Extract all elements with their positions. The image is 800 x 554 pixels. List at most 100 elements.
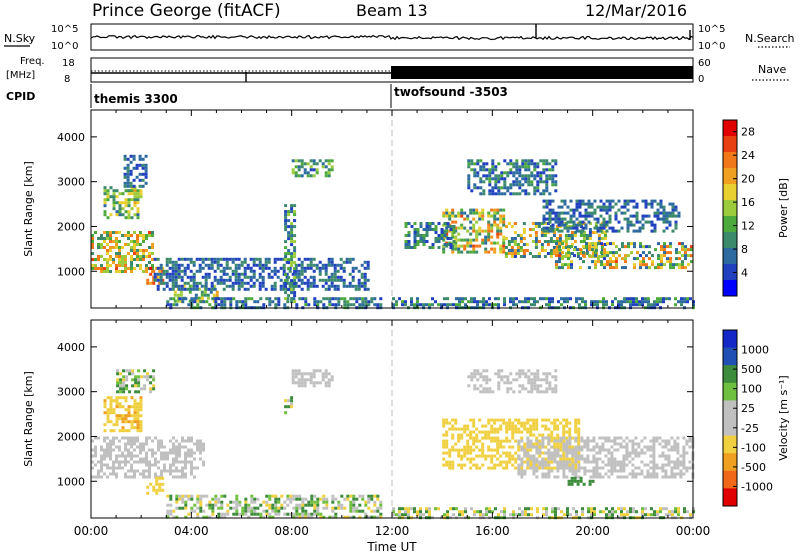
- heatmap-cell: [509, 186, 513, 190]
- heatmap-cell: [361, 497, 365, 501]
- heatmap-cell: [558, 240, 562, 243]
- heatmap-cell: [541, 424, 545, 428]
- heatmap-cell: [556, 451, 560, 455]
- heatmap-cell: [313, 503, 317, 507]
- heatmap-cell: [601, 460, 605, 464]
- heatmap-cell: [190, 297, 194, 301]
- heatmap-cell: [184, 500, 188, 504]
- heatmap-cell: [484, 235, 488, 239]
- heatmap-cell: [505, 451, 509, 455]
- heatmap-cell: [660, 254, 663, 258]
- heatmap-cell: [571, 466, 575, 470]
- heatmap-cell: [628, 454, 632, 458]
- heatmap-cell: [288, 266, 292, 270]
- heatmap-cell: [482, 162, 486, 166]
- heatmap-cell: [600, 263, 603, 267]
- heatmap-cell: [587, 205, 591, 209]
- heatmap-cell: [577, 448, 581, 452]
- heatmap-cell: [666, 245, 669, 249]
- heatmap-cell: [479, 384, 483, 388]
- heatmap-cell: [536, 387, 540, 391]
- heatmap-cell: [169, 494, 173, 498]
- heatmap-cell: [407, 243, 411, 246]
- heatmap-cell: [584, 211, 588, 215]
- heatmap-cell: [192, 284, 196, 288]
- heatmap-cell: [609, 242, 612, 246]
- heatmap-cell: [136, 213, 140, 217]
- heatmap-cell: [625, 445, 629, 449]
- heatmap-cell: [124, 436, 127, 440]
- heatmap-cell: [472, 208, 476, 212]
- heatmap-cell: [298, 297, 302, 301]
- heatmap-cell: [637, 472, 641, 476]
- heatmap-cell: [442, 418, 446, 422]
- heatmap-cell: [599, 223, 603, 227]
- heatmap-cell: [552, 246, 556, 249]
- heatmap-cell: [549, 237, 553, 240]
- heatmap-cell: [448, 454, 452, 458]
- heatmap-cell: [505, 430, 509, 434]
- heatmap-cell: [682, 451, 686, 455]
- heatmap-cell: [514, 418, 518, 422]
- heatmap-cell: [304, 515, 308, 519]
- heatmap-cell: [499, 463, 503, 467]
- heatmap-cell: [522, 243, 526, 246]
- colorbar-segment: [723, 152, 737, 169]
- heatmap-cell: [290, 402, 294, 406]
- heatmap-cell: [133, 402, 137, 406]
- heatmap-cell: [373, 515, 377, 519]
- heatmap-cell: [536, 369, 540, 373]
- heatmap-cell: [132, 178, 136, 182]
- heatmap-cell: [267, 272, 271, 276]
- heatmap-cell: [592, 475, 596, 479]
- heatmap-cell: [157, 466, 160, 470]
- heatmap-cell: [553, 439, 557, 443]
- heatmap-cell: [169, 497, 173, 501]
- heatmap-cell: [175, 448, 178, 452]
- heatmap-cell: [520, 475, 524, 479]
- heatmap-cell: [519, 237, 523, 240]
- heatmap-cell: [466, 427, 470, 431]
- heatmap-cell: [294, 275, 298, 279]
- heatmap-cell: [210, 257, 214, 261]
- heatmap-cell: [670, 472, 674, 476]
- heatmap-cell: [632, 510, 635, 514]
- heatmap-cell: [672, 266, 675, 270]
- heatmap-cell: [688, 460, 692, 464]
- heatmap-cell: [437, 507, 440, 511]
- heatmap-cell: [172, 515, 176, 519]
- heatmap-cell: [569, 199, 573, 203]
- heatmap-cell: [469, 226, 473, 230]
- heatmap-cell: [515, 378, 519, 382]
- heatmap-cell: [209, 290, 213, 294]
- heatmap-cell: [127, 192, 131, 196]
- heatmap-cell: [663, 251, 666, 255]
- heatmap-cell: [91, 237, 94, 240]
- heatmap-cell: [256, 512, 260, 516]
- heatmap-cell: [225, 266, 229, 270]
- heatmap-cell: [440, 237, 444, 240]
- heatmap-cell: [109, 264, 112, 267]
- heatmap-cell: [626, 513, 629, 517]
- heatmap-cell: [605, 300, 608, 304]
- heatmap-cell: [625, 451, 629, 455]
- heatmap-cell: [541, 475, 545, 479]
- heatmap-cell: [524, 162, 528, 166]
- heatmap-cell: [613, 448, 617, 452]
- heatmap-cell: [112, 448, 115, 452]
- heatmap-cell: [246, 266, 250, 270]
- heatmap-cell: [237, 278, 241, 282]
- heatmap-cell: [222, 269, 226, 273]
- heatmap-cell: [237, 281, 241, 285]
- heatmap-cell: [557, 507, 560, 511]
- heatmap-cell: [546, 252, 550, 255]
- heatmap-cell: [490, 214, 494, 218]
- heatmap-cell: [457, 427, 461, 431]
- heatmap-cell: [562, 433, 566, 437]
- heatmap-cell: [142, 252, 145, 255]
- heatmap-cell: [173, 293, 177, 297]
- heatmap-cell: [287, 219, 291, 223]
- heatmap-cell: [313, 500, 317, 504]
- heatmap-cell: [100, 237, 103, 240]
